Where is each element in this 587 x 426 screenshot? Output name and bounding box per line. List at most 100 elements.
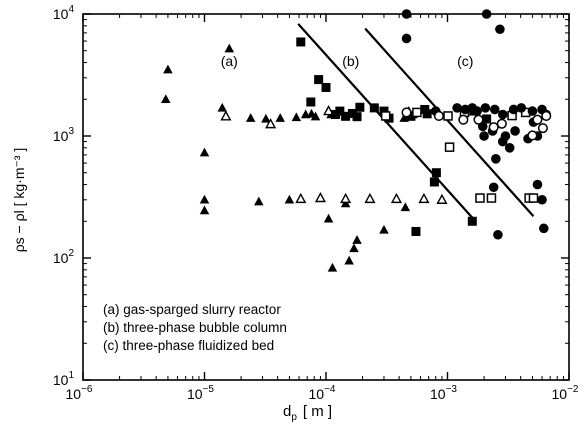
- filled-circle-point: [527, 106, 538, 116]
- open-triangle-point: [265, 118, 277, 129]
- filled-circle-point: [401, 9, 412, 19]
- filled-circle-point: [537, 194, 547, 205]
- open-triangle-point: [390, 192, 402, 204]
- open-triangle-point: [418, 192, 430, 204]
- x-axis-label: dp [ m ]: [283, 403, 332, 423]
- filled-circle-point: [516, 103, 527, 113]
- open-triangle-point: [364, 192, 376, 204]
- filled-circle-point: [504, 143, 515, 153]
- legend-entry-a: (a) gas-sparged slurry reactor: [103, 302, 281, 317]
- legend-entry-c: (c) three-phase fluidized bed: [103, 338, 274, 353]
- open-circle-point: [401, 107, 412, 118]
- open-triangle-point: [340, 192, 352, 204]
- filled-circle-point: [495, 24, 505, 35]
- x-tick-label: 10−5: [187, 384, 214, 402]
- filled-triangle-point: [254, 196, 264, 206]
- filled-square-point: [314, 75, 324, 85]
- open-square-point: [380, 111, 391, 121]
- filled-circle-point: [532, 179, 543, 190]
- y-tick-labels: 101 102 103 104: [53, 4, 75, 388]
- open-square-point: [486, 193, 497, 203]
- open-circle-point: [488, 122, 499, 133]
- filled-triangle-point: [199, 205, 210, 215]
- x-tick-label: 10−4: [309, 384, 336, 402]
- y-tick-label: 102: [53, 248, 75, 266]
- open-triangle-point: [220, 110, 232, 121]
- legend: (a) gas-sparged slurry reactor (b) three…: [103, 302, 287, 353]
- x-tick-labels: 10−6 10−5 10−4 10−3 10−2: [66, 384, 579, 402]
- x-tick-label: 10−2: [552, 384, 579, 402]
- filled-square-point: [355, 102, 365, 112]
- y-tick-label: 101: [53, 370, 75, 388]
- filled-square-point: [321, 82, 331, 92]
- y-tick-label: 104: [53, 4, 75, 22]
- legend-entry-b: (b) three-phase bubble column: [103, 320, 287, 335]
- open-circle-point: [458, 114, 469, 125]
- open-square-point: [412, 107, 422, 118]
- filled-circle-point: [491, 154, 501, 164]
- filled-triangle-point: [163, 64, 173, 74]
- filled-triangle-point: [199, 194, 210, 204]
- filled-circle-point: [538, 223, 549, 234]
- filled-circle-point: [452, 103, 462, 113]
- filled-square-point: [422, 109, 432, 119]
- filled-square-point: [369, 103, 379, 113]
- open-square-point: [443, 111, 453, 121]
- region-label: (b): [342, 53, 359, 69]
- x-axis-label-unit: [ m ]: [303, 403, 332, 420]
- open-triangle-point: [323, 105, 335, 116]
- x-axis-label-sub: p: [291, 412, 297, 423]
- filled-circle-point: [510, 126, 520, 136]
- open-circle-point: [527, 130, 538, 141]
- filled-square-point: [335, 106, 345, 116]
- filled-triangle-point: [275, 113, 285, 122]
- filled-circle-point: [480, 103, 491, 113]
- filled-circle-point: [489, 104, 500, 115]
- open-circle-point: [473, 114, 484, 125]
- data-points: [161, 9, 552, 272]
- y-axis-label: ρs − ρl [ kg·m⁻³ ]: [11, 148, 27, 253]
- filled-circle-point: [479, 131, 489, 141]
- filled-triangle-point: [199, 147, 210, 157]
- region-label: (a): [221, 53, 238, 69]
- filled-triangle-point: [349, 243, 359, 253]
- filled-square-point: [341, 111, 351, 121]
- filled-triangle-point: [323, 213, 334, 223]
- filled-triangle-point: [217, 102, 228, 112]
- x-axis-label-main: d: [283, 403, 291, 420]
- filled-circle-point: [401, 33, 412, 44]
- filled-triangle-point: [379, 224, 389, 234]
- filled-circle-point: [481, 9, 492, 19]
- open-square-point: [475, 193, 485, 203]
- filled-circle-point: [500, 131, 511, 141]
- x-tick-label: 10−3: [430, 384, 457, 402]
- boundary-line: [364, 27, 535, 217]
- filled-triangle-point: [291, 112, 302, 122]
- filled-square-point: [379, 106, 389, 116]
- filled-square-point: [429, 177, 439, 187]
- region-label: (c): [457, 53, 473, 69]
- filled-square-point: [482, 114, 492, 124]
- filled-triangle-point: [245, 113, 256, 122]
- filled-square-point: [347, 108, 357, 118]
- open-circle-point: [537, 123, 548, 134]
- filled-triangle-point: [352, 235, 362, 244]
- filled-circle-point: [488, 182, 499, 193]
- filled-triangle-point: [400, 202, 411, 212]
- filled-circle-point: [493, 229, 503, 240]
- filled-triangle-point: [344, 255, 354, 265]
- y-tick-label: 103: [53, 126, 75, 144]
- filled-circle-point: [497, 109, 508, 120]
- filled-square-point: [467, 216, 477, 226]
- filled-square-point: [296, 37, 306, 47]
- open-circle-point: [433, 110, 444, 121]
- plot-frame: [82, 13, 570, 381]
- filled-circle-point: [508, 104, 519, 115]
- filled-triangle-point: [327, 262, 338, 272]
- filled-square-point: [406, 111, 416, 121]
- open-circle-point: [532, 114, 543, 125]
- open-triangle-point: [314, 191, 326, 203]
- x-tick-label: 10−6: [66, 384, 93, 402]
- filled-triangle-point: [310, 111, 321, 121]
